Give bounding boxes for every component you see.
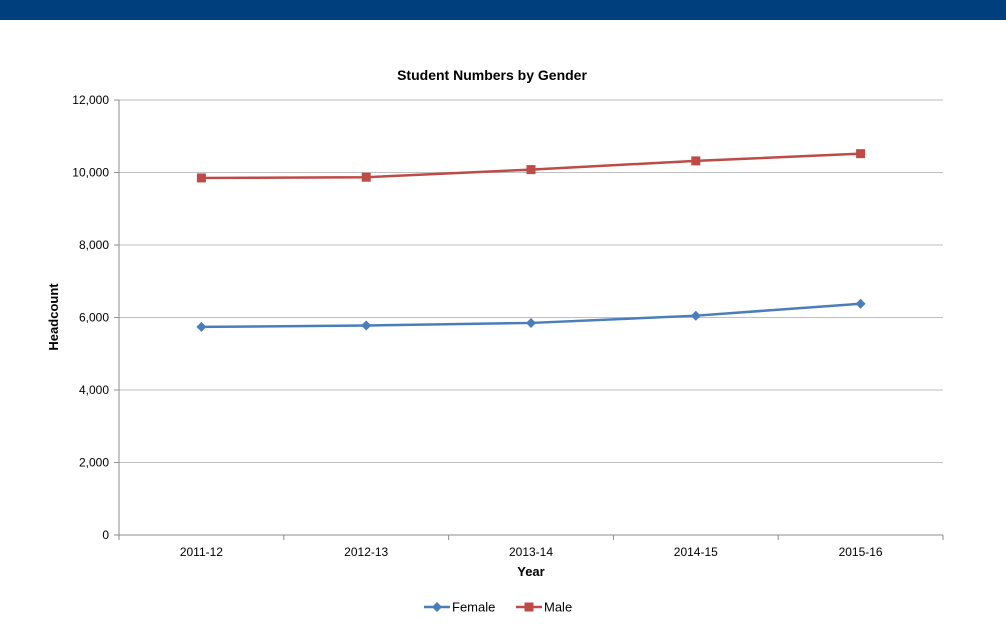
- y-tick-label: 10,000: [72, 166, 109, 180]
- y-axis-ticks: 0 2,000 4,000 6,000 8,000 10,000 12,000: [72, 93, 119, 542]
- legend-label-male: Male: [544, 600, 572, 615]
- legend-item-female: Female: [424, 600, 495, 615]
- data-point-female: [361, 320, 372, 331]
- data-point-female: [855, 298, 866, 309]
- x-axis-ticks: 2011-12 2012-13 2013-14 2014-15 2015-16: [118, 535, 944, 559]
- x-tick-label: 2013-14: [509, 545, 553, 559]
- data-point-male: [361, 172, 371, 182]
- series-male: [196, 149, 866, 183]
- x-axis-title: Year: [517, 564, 544, 579]
- y-axis-title: Headcount: [46, 283, 61, 351]
- y-tick-label: 12,000: [72, 93, 109, 107]
- top-banner: [0, 0, 1006, 20]
- legend: Female Male: [424, 600, 572, 615]
- legend-label-female: Female: [452, 600, 495, 615]
- x-tick-label: 2011-12: [180, 545, 223, 559]
- data-point-female: [196, 321, 207, 332]
- legend-item-male: Male: [516, 600, 572, 615]
- data-point-male: [856, 149, 866, 159]
- y-tick-label: 8,000: [79, 238, 109, 252]
- y-tick-label: 2,000: [79, 456, 109, 470]
- x-tick-label: 2014-15: [674, 545, 718, 559]
- line-chart: Student Numbers by Gender 0 2,000 4,000 6,0…: [46, 67, 944, 615]
- data-point-male: [196, 173, 206, 183]
- x-tick-label: 2015-16: [839, 545, 883, 559]
- series-group: [196, 149, 866, 332]
- legend-marker-male: [524, 602, 534, 612]
- chart-container: Student Numbers by Gender 0 2,000 4,000 6,0…: [0, 20, 1006, 628]
- data-point-male: [526, 165, 536, 175]
- y-tick-label: 0: [102, 528, 109, 542]
- y-tick-label: 4,000: [79, 383, 109, 397]
- series-female: [196, 298, 866, 332]
- legend-marker-female: [432, 602, 442, 612]
- chart-title: Student Numbers by Gender: [397, 67, 587, 83]
- x-tick-label: 2012-13: [344, 545, 388, 559]
- y-tick-label: 6,000: [79, 311, 109, 325]
- data-point-female: [526, 317, 536, 328]
- data-point-female: [690, 310, 701, 321]
- data-point-male: [691, 156, 701, 166]
